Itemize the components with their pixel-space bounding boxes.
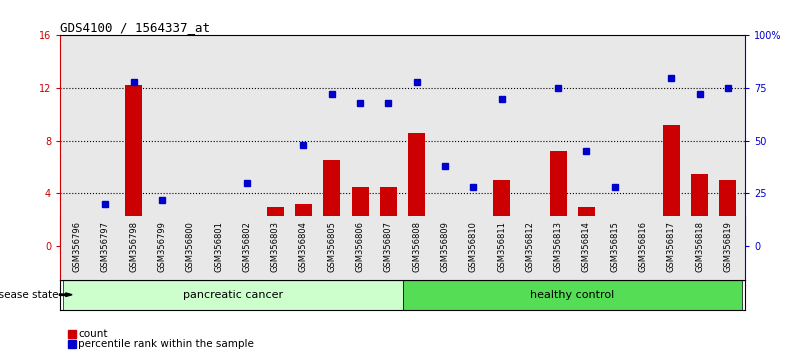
Text: GSM356819: GSM356819 (723, 221, 732, 272)
Text: GSM356810: GSM356810 (469, 221, 477, 272)
Bar (125, 85, 142, 246)
Text: GSM356814: GSM356814 (582, 221, 591, 272)
Text: disease state: disease state (0, 290, 58, 300)
Text: GSM356815: GSM356815 (610, 221, 619, 272)
Bar (493, 180, 510, 246)
Text: GSM356803: GSM356803 (271, 221, 280, 272)
Bar (578, 206, 595, 246)
Text: pancreatic cancer: pancreatic cancer (183, 290, 283, 300)
Bar (663, 125, 680, 246)
Bar (606, 244, 623, 246)
Text: GSM356812: GSM356812 (525, 221, 534, 272)
Bar (719, 180, 736, 246)
Bar (69, 244, 86, 246)
Text: GSM356813: GSM356813 (553, 221, 562, 272)
Bar (402, 280, 742, 310)
Text: GSM356800: GSM356800 (186, 221, 195, 272)
Text: GSM356797: GSM356797 (101, 221, 110, 272)
Bar (154, 239, 171, 246)
Bar (352, 187, 368, 246)
Text: healthy control: healthy control (530, 290, 614, 300)
Bar (380, 187, 396, 246)
Text: GSM356799: GSM356799 (158, 221, 167, 272)
Text: GDS4100 / 1564337_at: GDS4100 / 1564337_at (60, 21, 210, 34)
Bar (239, 245, 256, 246)
Text: GSM356808: GSM356808 (413, 221, 421, 272)
Text: GSM356798: GSM356798 (129, 221, 138, 272)
Text: GSM356811: GSM356811 (497, 221, 506, 272)
Text: GSM356807: GSM356807 (384, 221, 392, 272)
Bar (324, 160, 340, 246)
Bar (409, 133, 425, 246)
Text: GSM356801: GSM356801 (214, 221, 223, 272)
Bar (521, 245, 538, 246)
Bar (634, 234, 651, 246)
Bar (691, 173, 708, 246)
Text: GSM356804: GSM356804 (299, 221, 308, 272)
Bar (437, 220, 453, 246)
Bar (549, 151, 566, 246)
Text: GSM356806: GSM356806 (356, 221, 364, 272)
Text: GSM356802: GSM356802 (243, 221, 252, 272)
Bar (465, 226, 481, 246)
Text: GSM356817: GSM356817 (667, 221, 676, 272)
Text: GSM356816: GSM356816 (638, 221, 647, 272)
Bar (267, 206, 284, 246)
Bar (97, 239, 114, 246)
Text: GSM356805: GSM356805 (328, 221, 336, 272)
Text: percentile rank within the sample: percentile rank within the sample (78, 339, 255, 349)
Bar (210, 222, 227, 246)
Text: GSM356796: GSM356796 (73, 221, 82, 272)
Bar (63, 280, 402, 310)
Text: GSM356809: GSM356809 (441, 221, 449, 272)
Text: count: count (78, 329, 108, 339)
Text: GSM356818: GSM356818 (695, 221, 704, 272)
Bar (295, 204, 312, 246)
